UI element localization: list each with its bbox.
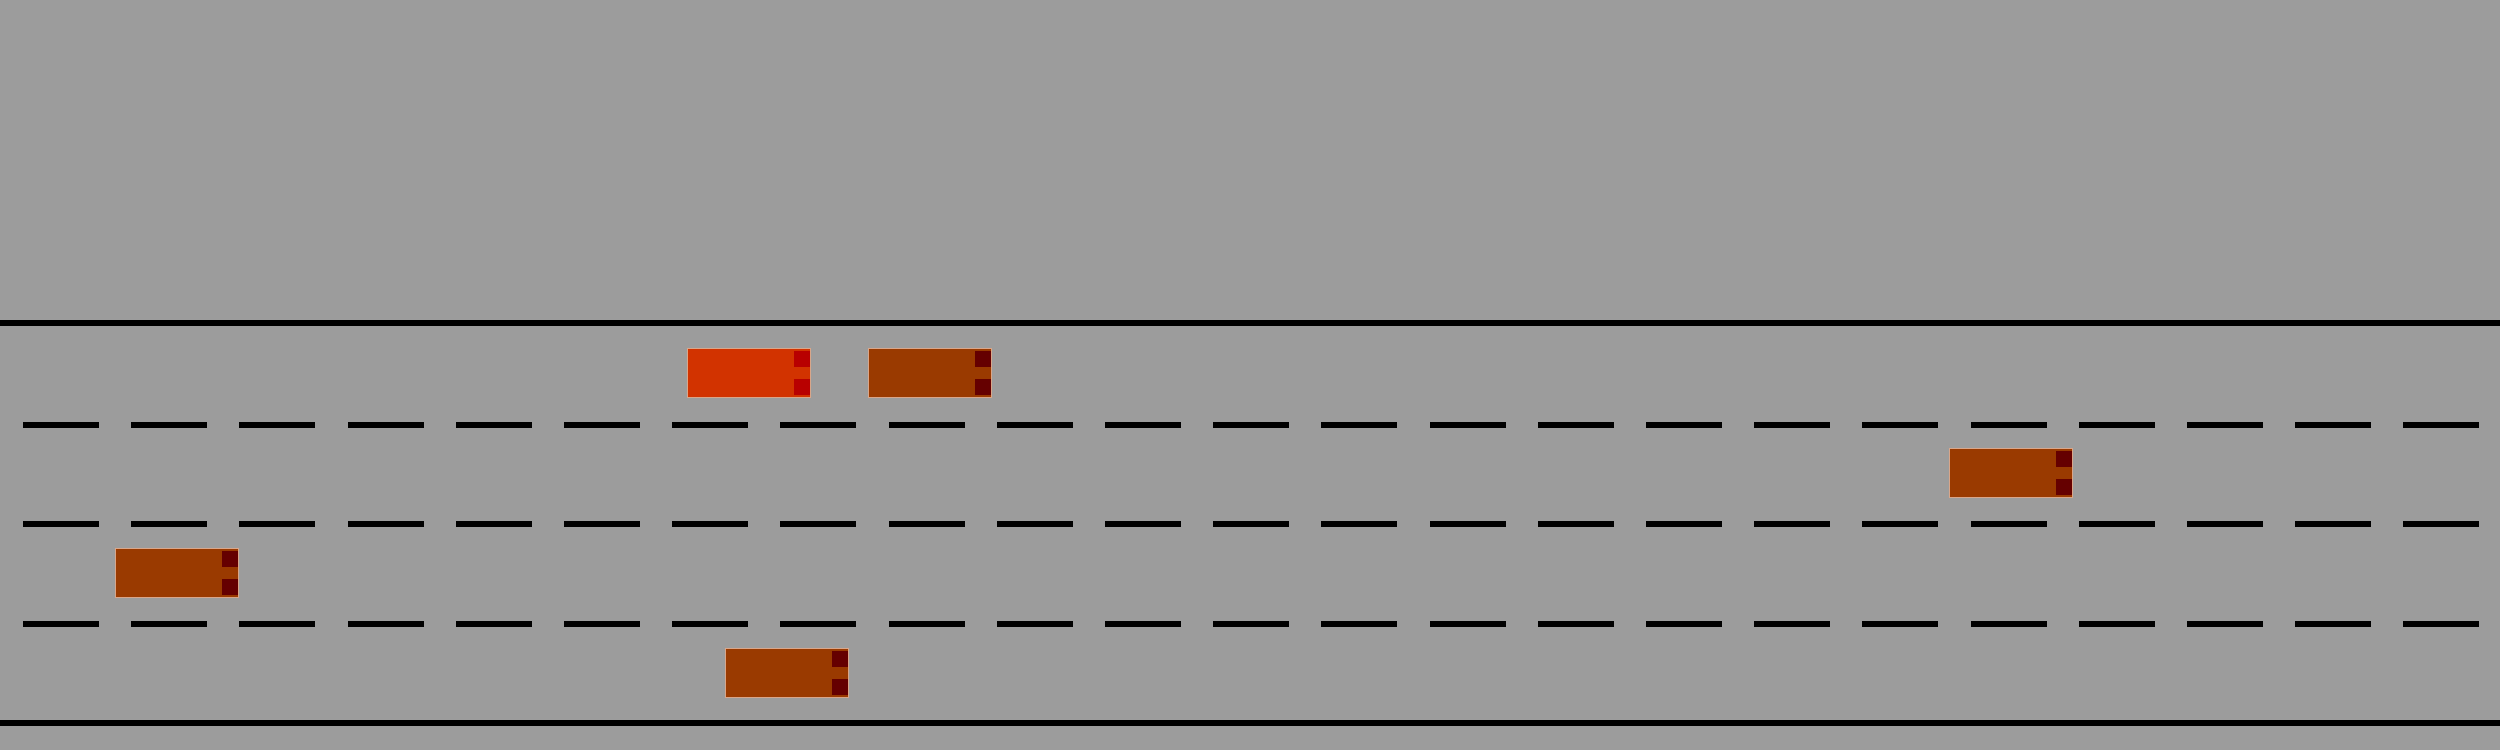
lane-dash	[672, 422, 749, 428]
lane-dash	[1537, 422, 1614, 428]
lane-dash	[888, 521, 965, 527]
lane-dash	[1862, 621, 1939, 627]
lane-dash	[1321, 422, 1398, 428]
lane-dash	[1213, 521, 1290, 527]
lane-dash	[2295, 521, 2372, 527]
lane-dash	[1429, 521, 1506, 527]
vehicle-headlight-left	[832, 651, 848, 667]
lane-dash	[2403, 621, 2480, 627]
lane-dash	[1213, 422, 1290, 428]
vehicle-headlight-right	[832, 679, 848, 695]
lane-dash	[455, 422, 532, 428]
lane-dash	[780, 521, 857, 527]
lane-dash	[1105, 621, 1181, 627]
lane-dash	[2295, 621, 2372, 627]
lane-dash	[2078, 621, 2155, 627]
lane-dash	[1862, 521, 1939, 527]
lane-dash	[23, 621, 99, 627]
vehicle-car-3	[115, 548, 239, 598]
lane-dash	[1754, 621, 1831, 627]
ego-headlight-left	[794, 351, 810, 367]
lane-divider-3	[0, 621, 2500, 627]
vehicle-headlight-left	[2056, 451, 2072, 467]
lane-dash	[996, 521, 1073, 527]
lane-dash	[1970, 521, 2047, 527]
vehicle-headlight-left	[975, 351, 991, 367]
lane-dash	[780, 422, 857, 428]
lane-dash	[1105, 521, 1181, 527]
lane-dash	[347, 621, 424, 627]
lane-dash	[1213, 621, 1290, 627]
lane-dash	[239, 422, 316, 428]
lane-dash	[1862, 422, 1939, 428]
road-bottom-edge	[0, 720, 2500, 726]
lane-divider-1	[0, 422, 2500, 428]
lane-dash	[2187, 621, 2263, 627]
lane-dash	[347, 422, 424, 428]
lane-dash	[1537, 521, 1614, 527]
road-top-edge	[0, 320, 2500, 326]
lane-dash	[1754, 521, 1831, 527]
lane-dash	[2078, 422, 2155, 428]
ego-vehicle	[687, 348, 811, 398]
lane-dash	[888, 422, 965, 428]
lane-dash	[996, 621, 1073, 627]
lane-dash	[1646, 621, 1722, 627]
lane-dash	[347, 521, 424, 527]
lane-dash	[2078, 521, 2155, 527]
vehicle-car-1	[868, 348, 992, 398]
lane-dash	[131, 422, 208, 428]
lane-dash	[1537, 621, 1614, 627]
vehicle-car-4	[725, 648, 849, 698]
lane-dash	[564, 422, 640, 428]
vehicle-headlight-left	[222, 551, 238, 567]
lane-dash	[2187, 521, 2263, 527]
lane-dash	[23, 422, 99, 428]
lane-dash	[2403, 521, 2480, 527]
lane-dash	[2403, 422, 2480, 428]
lane-dash	[564, 521, 640, 527]
lane-dash	[780, 621, 857, 627]
lane-dash	[131, 521, 208, 527]
lane-dash	[239, 621, 316, 627]
lane-dash	[1754, 422, 1831, 428]
lane-dash	[1105, 422, 1181, 428]
lane-dash	[1970, 422, 2047, 428]
lane-dash	[888, 621, 965, 627]
lane-dash	[1970, 621, 2047, 627]
vehicle-headlight-right	[975, 379, 991, 395]
lane-dash	[131, 621, 208, 627]
lane-dash	[2295, 422, 2372, 428]
lane-dash	[455, 621, 532, 627]
ego-headlight-right	[794, 379, 810, 395]
lane-dash	[996, 422, 1073, 428]
lane-dash	[239, 521, 316, 527]
lane-dash	[672, 521, 749, 527]
lane-dash	[564, 621, 640, 627]
lane-dash	[2187, 422, 2263, 428]
lane-dash	[1646, 521, 1722, 527]
lane-dash	[23, 521, 99, 527]
lane-dash	[455, 521, 532, 527]
lane-dash	[1429, 621, 1506, 627]
lane-dash	[672, 621, 749, 627]
lane-divider-2	[0, 521, 2500, 527]
vehicle-headlight-right	[2056, 479, 2072, 495]
lane-dash	[1646, 422, 1722, 428]
lane-dash	[1429, 422, 1506, 428]
lane-dash	[1321, 521, 1398, 527]
vehicle-headlight-right	[222, 579, 238, 595]
lane-dash	[1321, 621, 1398, 627]
vehicle-car-2	[1949, 448, 2073, 498]
